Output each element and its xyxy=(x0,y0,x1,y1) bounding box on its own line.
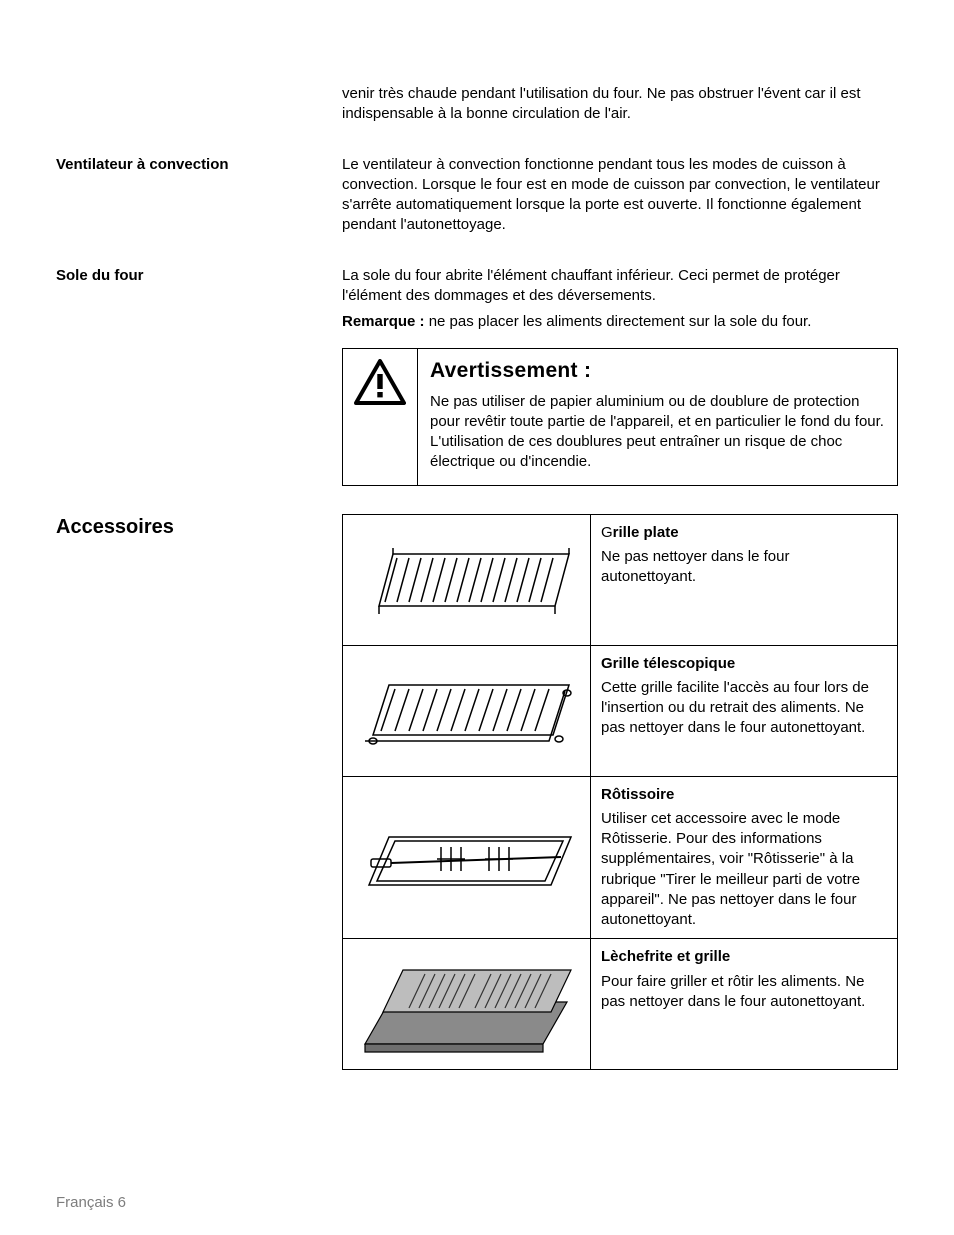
accessory-image-flat-rack xyxy=(343,515,591,645)
rotisserie-icon xyxy=(355,807,579,907)
intro-label xyxy=(56,84,342,125)
accessory-image-broil-pan xyxy=(343,939,591,1069)
accessories-section: Accessoires xyxy=(56,514,898,1071)
sole-label: Sole du four xyxy=(56,266,342,333)
fan-label: Ventilateur à convection xyxy=(56,155,342,236)
accessory-title-1: Grille télescopique xyxy=(601,654,887,674)
flat-rack-icon xyxy=(357,534,577,626)
warning-box: Avertissement : Ne pas utiliser de papie… xyxy=(342,348,898,485)
intro-body: venir très chaude pendant l'utilisation … xyxy=(342,84,898,125)
warning-icon-cell xyxy=(343,349,418,484)
warning-body: Ne pas utiliser de papier aluminium ou d… xyxy=(430,392,885,473)
accessory-row-flat-rack: Grille plate Ne pas nettoyer dans le fou… xyxy=(343,515,897,646)
accessory-text-flat-rack: Grille plate Ne pas nettoyer dans le fou… xyxy=(591,515,897,645)
accessory-row-telescopic-rack: Grille télescopique Cette grille facilit… xyxy=(343,646,897,777)
accessory-image-telescopic-rack xyxy=(343,646,591,776)
remarque-label: Remarque : xyxy=(342,313,425,330)
accessory-desc-0: Ne pas nettoyer dans le four autonettoya… xyxy=(601,547,887,588)
accessory-title-2: Rôtissoire xyxy=(601,785,887,805)
sole-remarque: Remarque : ne pas placer les aliments di… xyxy=(342,312,898,332)
fan-body: Le ventilateur à convection fonctionne p… xyxy=(342,155,898,236)
intro-row: venir très chaude pendant l'utilisation … xyxy=(56,84,898,125)
accessory-row-rotisserie: Rôtissoire Utiliser cet accessoire avec … xyxy=(343,777,897,940)
sole-body-col: La sole du four abrite l'élément chauffa… xyxy=(342,266,898,333)
accessory-title-3: Lèchefrite et grille xyxy=(601,947,887,967)
telescopic-rack-icon xyxy=(355,663,579,759)
accessory-desc-1: Cette grille facilite l'accès au four lo… xyxy=(601,678,887,739)
accessory-desc-2: Utiliser cet accessoire avec le mode Rôt… xyxy=(601,809,887,931)
sole-row: Sole du four La sole du four abrite l'él… xyxy=(56,266,898,333)
accessory-title-flat-rack: Grille plate xyxy=(601,523,887,543)
broil-pan-icon xyxy=(355,946,579,1062)
manual-page: venir très chaude pendant l'utilisation … xyxy=(0,0,954,1235)
accessory-image-rotisserie xyxy=(343,777,591,939)
accessories-heading-col: Accessoires xyxy=(56,514,342,541)
page-footer: Français 6 xyxy=(56,1193,126,1213)
accessory-text-rotisserie: Rôtissoire Utiliser cet accessoire avec … xyxy=(591,777,897,939)
remarque-text: ne pas placer les aliments directement s… xyxy=(425,313,812,330)
title-bold-0: rille plate xyxy=(613,524,679,541)
title-prefix-0: G xyxy=(601,524,613,541)
warning-text-cell: Avertissement : Ne pas utiliser de papie… xyxy=(418,349,897,484)
accessories-table: Grille plate Ne pas nettoyer dans le fou… xyxy=(342,514,898,1071)
accessory-text-broil-pan: Lèchefrite et grille Pour faire griller … xyxy=(591,939,897,1069)
warning-title: Avertissement : xyxy=(430,357,885,385)
fan-row: Ventilateur à convection Le ventilateur … xyxy=(56,155,898,236)
accessory-text-telescopic-rack: Grille télescopique Cette grille facilit… xyxy=(591,646,897,776)
accessories-heading: Accessoires xyxy=(56,514,342,541)
accessory-desc-3: Pour faire griller et rôtir les aliments… xyxy=(601,972,887,1013)
sole-body: La sole du four abrite l'élément chauffa… xyxy=(342,266,898,307)
accessory-row-broil-pan: Lèchefrite et grille Pour faire griller … xyxy=(343,939,897,1069)
warning-triangle-icon xyxy=(354,359,406,405)
